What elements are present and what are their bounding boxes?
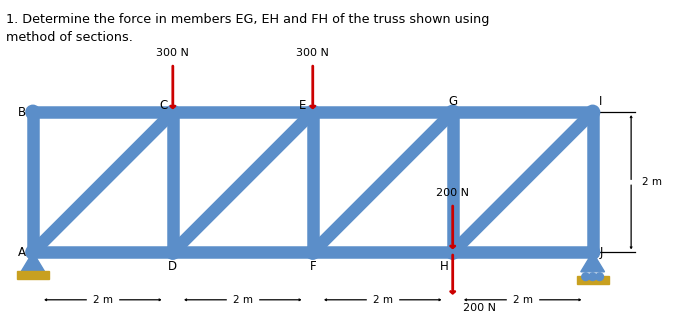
Circle shape — [445, 245, 460, 259]
Polygon shape — [21, 252, 45, 272]
Text: 2 m: 2 m — [373, 295, 393, 305]
Text: 2 m: 2 m — [93, 295, 113, 305]
Text: 2 m: 2 m — [513, 295, 533, 305]
Circle shape — [306, 105, 320, 119]
Text: F: F — [309, 260, 316, 273]
Circle shape — [589, 273, 597, 281]
Text: H: H — [440, 260, 449, 273]
Text: 300 N: 300 N — [296, 48, 330, 58]
Text: A: A — [18, 246, 26, 259]
Text: C: C — [159, 99, 167, 112]
Bar — [17, 271, 49, 279]
Text: 200 N: 200 N — [463, 303, 496, 313]
Text: 1. Determine the force in members EG, EH and FH of the truss shown using
method : 1. Determine the force in members EG, EH… — [6, 13, 490, 44]
Text: 300 N: 300 N — [157, 48, 189, 58]
Text: 200 N: 200 N — [436, 187, 469, 198]
Text: 2 m: 2 m — [641, 177, 662, 187]
Text: E: E — [299, 99, 306, 112]
Circle shape — [596, 273, 603, 281]
Circle shape — [586, 245, 599, 259]
Bar — [576, 276, 609, 284]
Text: D: D — [168, 260, 178, 273]
Text: G: G — [448, 95, 457, 108]
Circle shape — [582, 273, 589, 281]
Circle shape — [26, 245, 40, 259]
Polygon shape — [581, 252, 605, 272]
Text: 2 m: 2 m — [233, 295, 253, 305]
Text: B: B — [18, 106, 26, 119]
Text: J: J — [599, 246, 603, 259]
Circle shape — [26, 105, 40, 119]
Circle shape — [445, 105, 460, 119]
Circle shape — [586, 105, 599, 119]
Circle shape — [166, 105, 180, 119]
Circle shape — [306, 245, 320, 259]
Text: I: I — [599, 95, 603, 108]
Circle shape — [166, 245, 180, 259]
